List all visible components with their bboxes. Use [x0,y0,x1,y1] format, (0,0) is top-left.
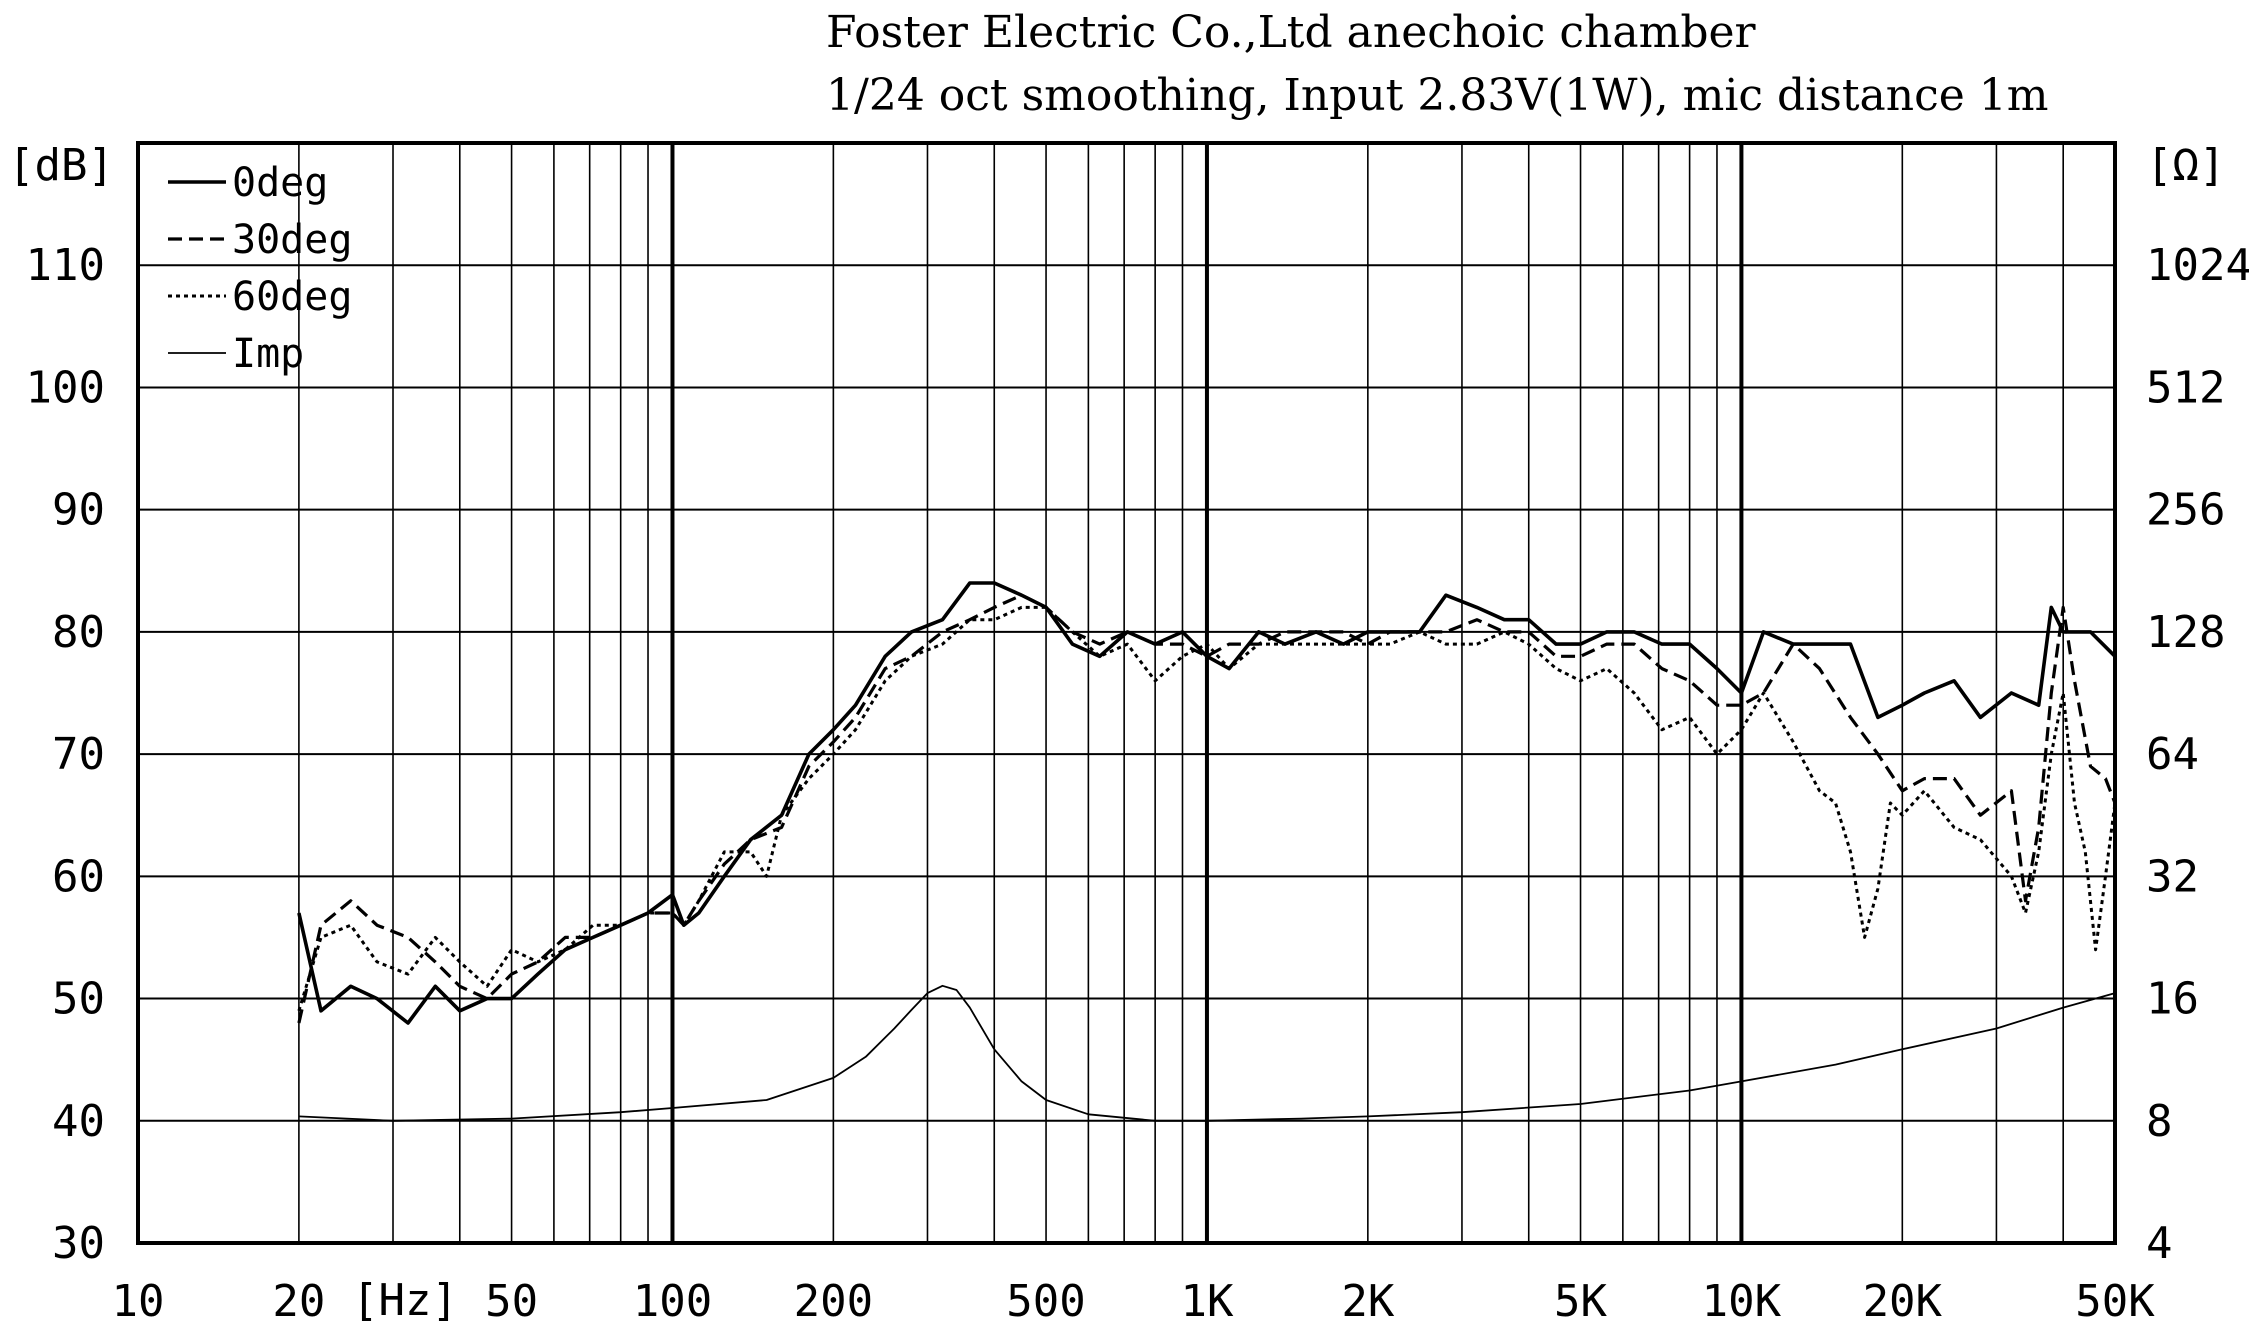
chart-title: Foster Electric Co.,Ltd anechoic chamber [826,7,1757,58]
legend: 0deg 30deg 60deg Imp [168,160,352,377]
y-tick-label-right: 8 [2146,1096,2173,1147]
x-tick-label: 10 [112,1276,165,1327]
y-tick-label-right: 512 [2146,362,2225,413]
y-tick-label-right: 256 [2146,485,2225,536]
y-tick-label-right: 1024 [2146,240,2249,291]
x-tick-label: 200 [794,1276,873,1327]
legend-label: Imp [232,331,304,377]
y-tick-label-right: 4 [2146,1218,2173,1269]
plot-frame [136,141,2117,1245]
y-tick-label-left: 70 [52,729,105,780]
x-tick-label: 500 [1006,1276,1085,1327]
y-axis-right-unit: [Ω] [2146,140,2225,191]
legend-label: 0deg [232,160,328,206]
y-tick-label-left: 90 [52,485,105,536]
y-tick-label-left: 40 [52,1096,105,1147]
y-tick-label-left: 110 [26,240,105,291]
y-tick-label-right: 64 [2146,729,2199,780]
x-tick-label: 2K [1341,1276,1394,1327]
x-tick-label: 50 [485,1276,538,1327]
y-axis-left-unit: [dB] [8,140,114,191]
y-tick-label-left: 80 [52,607,105,658]
y-tick-label-left: 50 [52,974,105,1025]
axes: 10 20 50 100 200 500 1K 2K 5K 10K 20K 50K 30 40 50 60 70… [26,240,2249,1327]
y-tick-label-right: 128 [2146,607,2225,658]
legend-label: 30deg [232,217,352,263]
y-tick-label-left: 60 [52,851,105,902]
y-tick-label-left: 100 [26,362,105,413]
x-tick-label: 20 [272,1276,325,1327]
y-tick-label-left: 30 [52,1218,105,1269]
chart-subtitle: 1/24 oct smoothing, Input 2.83V(1W), mic… [826,70,2048,121]
x-tick-label: 20K [1863,1276,1943,1327]
series-line-30deg [297,593,2117,1024]
x-tick-label: 1K [1180,1276,1233,1327]
x-tick-label: 100 [633,1276,712,1327]
x-tick-label: 50K [2075,1276,2155,1327]
x-tick-label: 10K [1702,1276,1782,1327]
x-tick-label: 5K [1554,1276,1607,1327]
legend-label: 60deg [232,274,352,320]
y-tick-label-right: 16 [2146,974,2199,1025]
y-tick-label-right: 32 [2146,851,2199,902]
series-line-60deg [297,605,2117,1012]
series-line-Imp [298,984,2116,1122]
grid [136,143,2116,1244]
x-axis-unit: [Hz] [352,1275,458,1326]
series-layer [297,581,2117,1122]
